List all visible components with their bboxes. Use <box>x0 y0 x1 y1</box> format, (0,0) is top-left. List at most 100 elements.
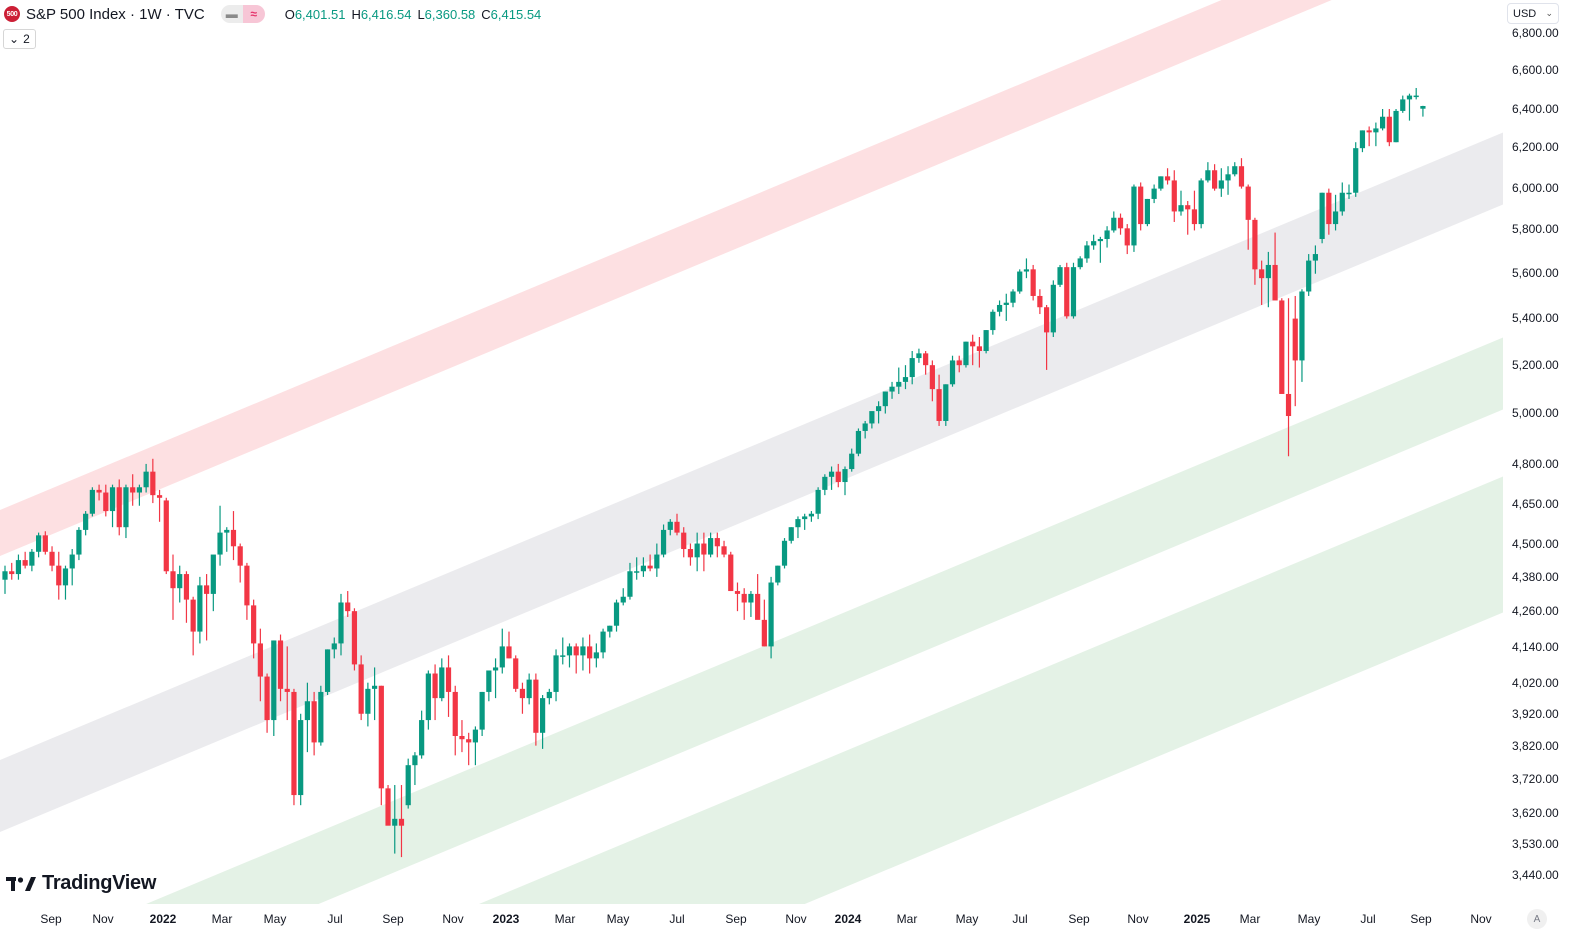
candle <box>1346 184 1352 199</box>
candle <box>654 543 660 577</box>
time-axis[interactable]: Sep Nov 2022 Mar May Jul Sep Nov 2023 Mar May Jul Se… <box>0 904 1503 936</box>
candle <box>1050 280 1056 338</box>
chevron-down-icon: ⌄ <box>1545 8 1553 18</box>
candle <box>432 664 438 721</box>
candle <box>761 599 767 647</box>
candle <box>425 670 431 730</box>
tradingview-logo-icon <box>6 876 36 891</box>
middle-gray-channel-band[interactable] <box>0 132 1503 832</box>
candle <box>755 574 761 620</box>
candle <box>822 474 828 496</box>
candle <box>828 466 835 490</box>
candle <box>943 384 949 426</box>
candle <box>1386 109 1392 147</box>
candle <box>882 391 888 414</box>
price-tick-label: 3,720.00 <box>1512 772 1559 786</box>
legend-toggle-pills: ▬ ≈ <box>220 5 265 23</box>
candle <box>775 565 781 586</box>
regression-channel-bands <box>0 0 1503 904</box>
candle <box>566 643 573 668</box>
candle <box>378 685 384 806</box>
candle <box>1091 234 1097 250</box>
candle <box>244 562 250 620</box>
candle <box>392 785 398 854</box>
candle <box>580 637 586 671</box>
candle <box>1245 184 1251 250</box>
open-label: O <box>284 6 295 22</box>
candle <box>251 599 257 659</box>
candle <box>781 538 788 569</box>
candle <box>1117 213 1124 235</box>
candle <box>217 505 223 566</box>
candle <box>170 554 176 620</box>
time-tick-label: Nov <box>1470 912 1492 926</box>
time-tick-label: Jul <box>1012 912 1028 926</box>
time-tick-label: Jul <box>669 912 685 926</box>
sp500-symbol-icon[interactable]: 500 <box>4 6 20 22</box>
currency-selector[interactable]: USD ⌄ <box>1507 3 1559 24</box>
lower-green-channel-1-band[interactable] <box>0 337 1503 904</box>
minus-icon[interactable]: ▬ <box>220 5 243 23</box>
candle <box>1023 258 1030 279</box>
approx-icon[interactable]: ≈ <box>242 5 265 23</box>
time-tick-label: Nov <box>785 912 807 926</box>
time-tick-label: Mar <box>1239 912 1261 926</box>
candle <box>277 634 284 702</box>
price-tick-label: 4,020.00 <box>1512 676 1559 690</box>
candle <box>1138 182 1144 231</box>
time-tick-label: Nov <box>92 912 114 926</box>
candle <box>1259 260 1265 305</box>
price-tick-label: 6,800.00 <box>1512 26 1559 40</box>
candle <box>1225 166 1231 195</box>
candle <box>902 365 909 390</box>
open-value: 6,401.51 <box>294 6 346 22</box>
candle <box>862 420 868 439</box>
symbol-title[interactable]: S&P 500 Index · 1W · TVC <box>26 5 205 23</box>
candle <box>1097 236 1103 263</box>
candle <box>788 527 794 544</box>
candle <box>143 463 149 493</box>
candle <box>351 608 358 671</box>
candle <box>1044 304 1050 370</box>
candle <box>1057 264 1063 288</box>
tradingview-logo[interactable]: TradingView <box>6 872 156 895</box>
candle <box>560 637 566 665</box>
candle <box>96 484 102 501</box>
indicators-collapse-button[interactable]: ⌄ 2 <box>3 29 36 49</box>
candle <box>9 562 15 580</box>
candle <box>257 628 263 702</box>
candle <box>284 646 290 721</box>
candle <box>929 360 935 402</box>
candle <box>1164 168 1171 185</box>
candle <box>318 685 324 746</box>
candle <box>83 511 89 536</box>
candle <box>1279 298 1285 394</box>
lower-green-channel-2-band[interactable] <box>0 476 1503 904</box>
candle <box>1285 298 1292 457</box>
candle <box>728 551 734 592</box>
candle <box>855 428 862 457</box>
candle <box>815 487 821 520</box>
price-tick-label: 3,920.00 <box>1512 707 1559 721</box>
candle <box>540 695 546 749</box>
candlestick-series <box>2 87 1426 858</box>
price-chart[interactable] <box>0 0 1503 904</box>
price-axis[interactable]: 6,800.00 6,600.00 6,400.00 6,200.00 6,000.00… <box>1503 0 1581 904</box>
upper-red-channel-band[interactable] <box>0 0 1503 556</box>
candle <box>130 474 136 506</box>
time-tick-label: Sep <box>382 912 404 926</box>
candle <box>869 411 875 429</box>
candle <box>1299 289 1305 382</box>
auto-scale-button[interactable]: A <box>1527 909 1547 929</box>
candle <box>896 367 902 394</box>
low-label: L <box>417 6 425 22</box>
candle <box>808 511 814 522</box>
candle <box>667 519 673 536</box>
candle <box>634 557 640 580</box>
candle <box>513 655 519 692</box>
candle <box>708 532 714 558</box>
candle <box>1104 226 1110 248</box>
candle <box>452 685 458 756</box>
candle <box>445 655 452 717</box>
candle <box>156 489 163 522</box>
